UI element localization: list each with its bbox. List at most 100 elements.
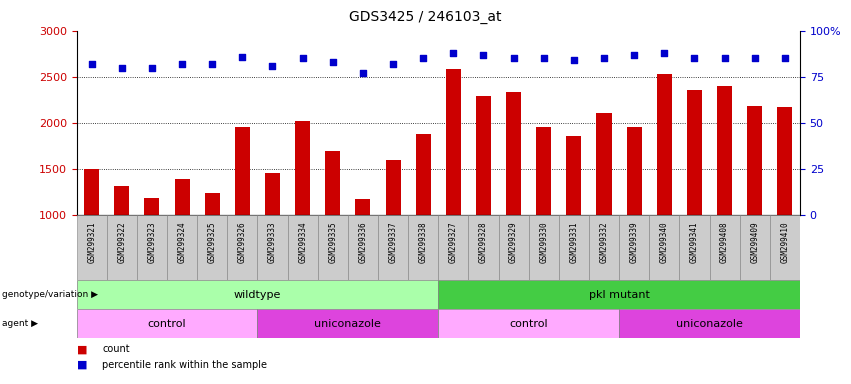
Point	[356, 70, 369, 76]
Bar	[348, 215, 378, 280]
Text: uniconazole: uniconazole	[314, 318, 381, 329]
Point	[507, 55, 521, 61]
Point	[748, 55, 762, 61]
Text: GSM299322: GSM299322	[117, 222, 126, 263]
Text: GSM299331: GSM299331	[569, 222, 579, 263]
Point	[778, 55, 791, 61]
Bar	[77, 215, 106, 280]
Text: GSM299334: GSM299334	[298, 222, 307, 263]
Text: percentile rank within the sample: percentile rank within the sample	[102, 360, 267, 370]
Point	[627, 51, 641, 58]
Bar	[710, 215, 740, 280]
Bar	[499, 215, 528, 280]
Point	[146, 65, 159, 71]
Bar	[235, 127, 250, 215]
Bar	[649, 215, 679, 280]
Bar	[205, 193, 220, 215]
Bar	[657, 74, 671, 215]
Bar	[528, 215, 559, 280]
Point	[266, 63, 279, 69]
Bar	[77, 309, 257, 338]
Point	[597, 55, 611, 61]
Bar	[717, 86, 732, 215]
Bar	[446, 70, 461, 215]
Text: GDS3425 / 246103_at: GDS3425 / 246103_at	[349, 10, 502, 23]
Bar	[84, 169, 100, 215]
Text: ■: ■	[77, 344, 87, 354]
Text: GSM299332: GSM299332	[600, 222, 608, 263]
Bar	[145, 197, 159, 215]
Bar	[740, 215, 770, 280]
Text: GSM299325: GSM299325	[208, 222, 217, 263]
Bar	[167, 215, 197, 280]
Text: GSM299324: GSM299324	[178, 222, 186, 263]
Point	[447, 50, 460, 56]
Bar	[597, 113, 612, 215]
Bar	[174, 179, 190, 215]
Point	[326, 59, 340, 65]
Text: control: control	[510, 318, 548, 329]
Text: GSM299339: GSM299339	[630, 222, 638, 263]
Bar	[468, 215, 499, 280]
Text: uniconazole: uniconazole	[676, 318, 743, 329]
Bar	[265, 173, 280, 215]
Text: GSM299328: GSM299328	[479, 222, 488, 263]
Text: GSM299321: GSM299321	[87, 222, 96, 263]
Text: GSM299326: GSM299326	[238, 222, 247, 263]
Bar	[559, 215, 589, 280]
Bar	[589, 215, 620, 280]
Bar	[620, 215, 649, 280]
Point	[416, 55, 430, 61]
Bar	[626, 127, 642, 215]
Bar	[378, 215, 408, 280]
Point	[205, 61, 219, 67]
Point	[115, 65, 129, 71]
Point	[296, 55, 310, 61]
Bar	[620, 309, 800, 338]
Text: wildtype: wildtype	[234, 290, 281, 300]
Point	[567, 57, 580, 63]
Text: pkl mutant: pkl mutant	[589, 290, 649, 300]
Bar	[257, 215, 288, 280]
Text: control: control	[148, 318, 186, 329]
Text: GSM299336: GSM299336	[358, 222, 368, 263]
Point	[537, 55, 551, 61]
Text: GSM299340: GSM299340	[660, 222, 669, 263]
Point	[477, 51, 490, 58]
Text: GSM299335: GSM299335	[328, 222, 337, 263]
Text: GSM299409: GSM299409	[751, 222, 759, 263]
Bar	[536, 127, 551, 215]
Point	[85, 61, 99, 67]
Text: GSM299338: GSM299338	[419, 222, 428, 263]
Bar	[679, 215, 710, 280]
Bar	[114, 187, 129, 215]
Text: GSM299333: GSM299333	[268, 222, 277, 263]
Text: count: count	[102, 344, 129, 354]
Bar	[295, 121, 310, 215]
Bar	[747, 106, 762, 215]
Bar	[438, 215, 468, 280]
Text: GSM299408: GSM299408	[720, 222, 729, 263]
Bar	[386, 160, 401, 215]
Point	[658, 50, 671, 56]
Point	[717, 55, 731, 61]
Text: GSM299323: GSM299323	[147, 222, 157, 263]
Text: GSM299337: GSM299337	[389, 222, 397, 263]
Text: GSM299330: GSM299330	[540, 222, 548, 263]
Bar	[197, 215, 227, 280]
Bar	[438, 280, 800, 309]
Bar	[506, 93, 521, 215]
Point	[688, 55, 701, 61]
Text: GSM299341: GSM299341	[690, 222, 699, 263]
Point	[175, 61, 189, 67]
Bar	[106, 215, 137, 280]
Bar	[415, 134, 431, 215]
Bar	[317, 215, 348, 280]
Bar	[77, 280, 438, 309]
Text: ■: ■	[77, 360, 87, 370]
Bar	[777, 107, 792, 215]
Text: GSM299410: GSM299410	[780, 222, 790, 263]
Bar	[476, 96, 491, 215]
Bar	[288, 215, 317, 280]
Bar	[770, 215, 800, 280]
